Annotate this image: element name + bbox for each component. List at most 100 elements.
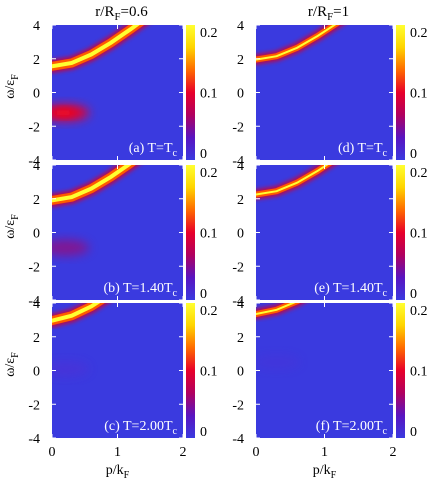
y-tick-label: -2	[232, 120, 244, 135]
colorbar-tick-label: 0	[200, 147, 207, 162]
y-axis-label-sub: F	[10, 352, 21, 358]
y-tick-label: -2	[28, 398, 40, 413]
spectral-blob	[52, 360, 90, 377]
y-tick-label: 4	[237, 19, 244, 34]
y-tick-label: 0	[237, 227, 244, 242]
panel-d: (d) T=Tc 4 2 0 -2 -4 0.2 0.1 0	[232, 19, 428, 169]
y-axis-label-main: ω/ε	[3, 220, 18, 239]
heatmap-content	[52, 303, 109, 377]
panel-label-sub: c	[173, 148, 178, 159]
y-tick-label: -2	[28, 120, 40, 135]
spectral-blob	[256, 354, 301, 371]
panel-label-main: (e) T=1.40T	[314, 281, 383, 296]
colorbar	[396, 165, 405, 300]
panel-label-sub: c	[383, 148, 388, 159]
colorbar-tick-label: 0	[200, 425, 207, 440]
y-axis-label: ω/εF	[3, 352, 21, 377]
y-axis-label-main: ω/ε	[3, 80, 18, 99]
y-tick-label: 2	[237, 331, 244, 346]
y-tick-label: -2	[28, 260, 40, 275]
x-tick-label: 2	[390, 445, 397, 460]
panel-label-main: (d) T=T	[338, 141, 383, 156]
colorbar-tick-label: 0.2	[410, 26, 428, 41]
y-tick-label: 2	[33, 193, 40, 208]
colorbar-tick-label: 0.2	[410, 304, 428, 319]
colorbar-tick-label: 0	[200, 287, 207, 302]
y-axis-label: ω/εF	[3, 214, 21, 239]
column-title-2-main: r/R	[308, 4, 327, 20]
colorbar	[396, 25, 405, 160]
colorbar-tick-label: 0.2	[200, 166, 218, 181]
panel-label-sub: c	[173, 426, 178, 437]
panel-label: (d) T=Tc	[338, 141, 388, 159]
panel-label-main: (f) T=2.00T	[316, 419, 383, 434]
panel-a: (a) T=Tc 4 2 0 -2 -4 ω/εF 0.2 0.1 0	[3, 19, 218, 169]
y-tick-label: 2	[33, 53, 40, 68]
y-tick-label: 0	[33, 365, 40, 380]
heatmap-content	[256, 25, 344, 65]
panel-label: (e) T=1.40Tc	[314, 281, 387, 299]
panel-e: (e) T=1.40Tc 4 2 0 -2 -4 0.2 0.1 0	[232, 159, 428, 309]
column-title-1-main: r/R	[95, 4, 114, 20]
x-axis-label: p/kF	[313, 463, 337, 481]
colorbar-tick-label: 0	[410, 147, 417, 162]
panel-label-sub: c	[173, 288, 178, 299]
panel-label: (f) T=2.00Tc	[316, 419, 388, 437]
panel-label-sub: c	[383, 426, 388, 437]
heatmap-content	[52, 165, 140, 256]
colorbar-tick-label: 0.1	[200, 365, 218, 380]
x-axis-label-main: p/k	[313, 463, 331, 478]
y-tick-label: -2	[232, 260, 244, 275]
y-tick-label: 2	[237, 193, 244, 208]
y-tick-label: 0	[237, 365, 244, 380]
column-title-2-tail: =1	[333, 4, 349, 20]
quasiparticle-band	[256, 165, 329, 196]
panel-label-main: (c) T=2.00T	[104, 419, 173, 434]
x-tick-label: 1	[321, 445, 328, 460]
colorbar-tick-label: 0	[410, 287, 417, 302]
y-tick-label: 2	[237, 53, 244, 68]
spectral-blob-core	[52, 108, 76, 117]
heatmap-background	[52, 25, 183, 160]
y-tick-label: -4	[28, 154, 40, 169]
panel-label-main: (a) T=T	[129, 141, 173, 156]
x-axis-label-sub: F	[124, 470, 130, 481]
y-tick-label: 4	[33, 159, 40, 174]
heatmap-background	[256, 165, 393, 300]
y-tick-label: 2	[33, 331, 40, 346]
column-title-1: r/RF=0.6	[95, 4, 148, 23]
heatmap-content	[52, 25, 148, 121]
quasiparticle-band	[256, 303, 296, 315]
y-tick-label: 4	[237, 297, 244, 312]
x-tick-label: 1	[114, 445, 121, 460]
colorbar-tick-label: 0.1	[410, 365, 428, 380]
panel-label-main: (b) T=1.40T	[103, 281, 173, 296]
panel-label: (b) T=1.40Tc	[103, 281, 177, 299]
colorbar-tick-label: 0.2	[200, 26, 218, 41]
panel-b: (b) T=1.40Tc 4 2 0 -2 -4 ω/εF 0.2 0.1 0	[3, 159, 218, 309]
y-tick-label: -4	[232, 294, 244, 309]
spectral-blob	[52, 239, 90, 256]
heatmap-background	[256, 25, 393, 160]
y-tick-label: 4	[33, 19, 40, 34]
colorbar-tick-label: 0.2	[410, 166, 428, 181]
y-axis-label-main: ω/ε	[3, 358, 18, 377]
colorbar-tick-label: 0.2	[200, 304, 218, 319]
quasiparticle-band	[256, 25, 337, 61]
y-tick-label: -2	[232, 398, 244, 413]
quasiparticle-band	[52, 303, 101, 323]
y-tick-label: -4	[232, 432, 244, 447]
x-tick-label: 2	[180, 445, 187, 460]
column-title-2-sub: F	[327, 11, 333, 23]
x-tick-label: 0	[49, 445, 56, 460]
x-axis-label-main: p/k	[106, 463, 124, 478]
colorbar-tick-label: 0.1	[200, 87, 218, 102]
colorbar	[186, 165, 195, 300]
panel-label-sub: c	[383, 288, 388, 299]
column-title-2: r/RF=1	[308, 4, 349, 23]
panel-label: (a) T=Tc	[129, 141, 178, 159]
y-axis-label-sub: F	[10, 214, 21, 220]
heatmap-content	[256, 303, 305, 371]
